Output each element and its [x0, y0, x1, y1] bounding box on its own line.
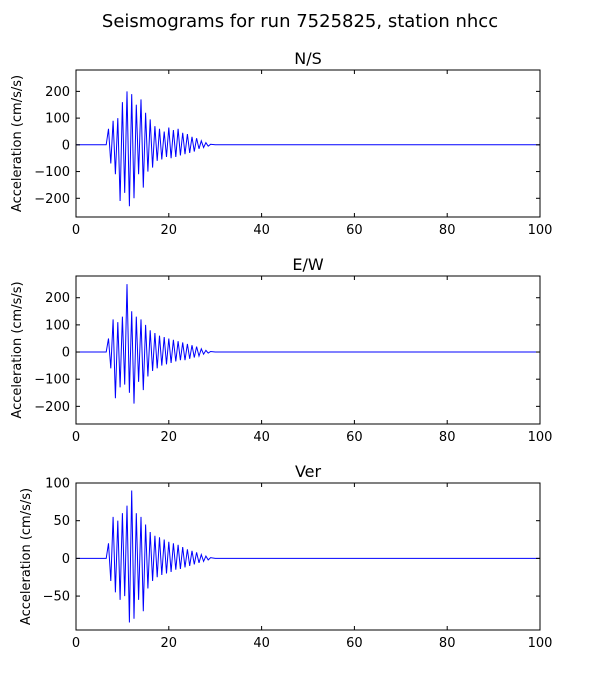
x-tick-label: 80 [439, 223, 456, 238]
x-tick-label: 40 [253, 636, 270, 651]
x-tick-label: 80 [439, 430, 456, 445]
x-tick-label: 40 [253, 223, 270, 238]
panel-ns: 0 20 40 60 80 100 −200 −100 0 100 200 N/S Accelerati… [10, 49, 552, 238]
subplot-title-ew: E/W [292, 255, 324, 274]
seismogram-trace-ver [76, 490, 540, 623]
x-tick-label: 100 [528, 636, 553, 651]
y-tick-label: 100 [45, 477, 70, 492]
x-tick-label: 80 [439, 636, 456, 651]
x-tick-label: 0 [72, 223, 80, 238]
y-tick-label: 0 [62, 346, 70, 361]
x-tick-label: 40 [253, 430, 270, 445]
x-tick-label: 100 [528, 430, 553, 445]
x-tick-label: 20 [161, 223, 178, 238]
subplot-title-ns: N/S [294, 49, 322, 68]
x-tick-label: 0 [72, 636, 80, 651]
y-tick-label: −200 [34, 192, 70, 207]
y-axis-label-ew: Acceleration (cm/s/s) [10, 281, 25, 418]
axes-frame-ver [75, 482, 541, 631]
axes-frame-ew [75, 275, 541, 425]
y-tick-label: 100 [45, 318, 70, 333]
y-tick-label: −200 [34, 400, 70, 415]
y-tick-label: 0 [62, 138, 70, 153]
x-tick-label: 60 [346, 636, 363, 651]
figure-title: Seismograms for run 7525825, station nhc… [101, 11, 499, 32]
y-axis-label-ns: Acceleration (cm/s/s) [10, 75, 25, 212]
y-tick-label: 200 [45, 291, 70, 306]
axes-frame-ns [75, 69, 541, 218]
x-tick-label: 100 [528, 223, 553, 238]
y-tick-label: −100 [34, 165, 70, 180]
subplot-title-ver: Ver [295, 462, 322, 481]
y-axis-label-ver: Acceleration (cm/s/s) [19, 488, 34, 625]
x-tick-label: 20 [161, 430, 178, 445]
y-tick-label: 200 [45, 85, 70, 100]
x-tick-label: 60 [346, 430, 363, 445]
x-tick-label: 60 [346, 223, 363, 238]
y-tick-label: −100 [34, 373, 70, 388]
x-tick-label: 0 [72, 430, 80, 445]
y-tick-label: 0 [62, 552, 70, 567]
panel-ver: 0 20 40 60 80 100 −50 0 50 100 Ver Acceleration (cm… [19, 462, 552, 651]
panel-ew: 0 20 40 60 80 100 −200 −100 0 100 200 E/W Accelerati… [10, 255, 552, 445]
seismogram-trace-ew [76, 284, 540, 404]
y-tick-label: 50 [53, 514, 70, 529]
seismogram-trace-ns [76, 91, 540, 207]
x-tick-label: 20 [161, 636, 178, 651]
y-tick-label: 100 [45, 112, 70, 127]
y-tick-label: −50 [43, 590, 70, 605]
